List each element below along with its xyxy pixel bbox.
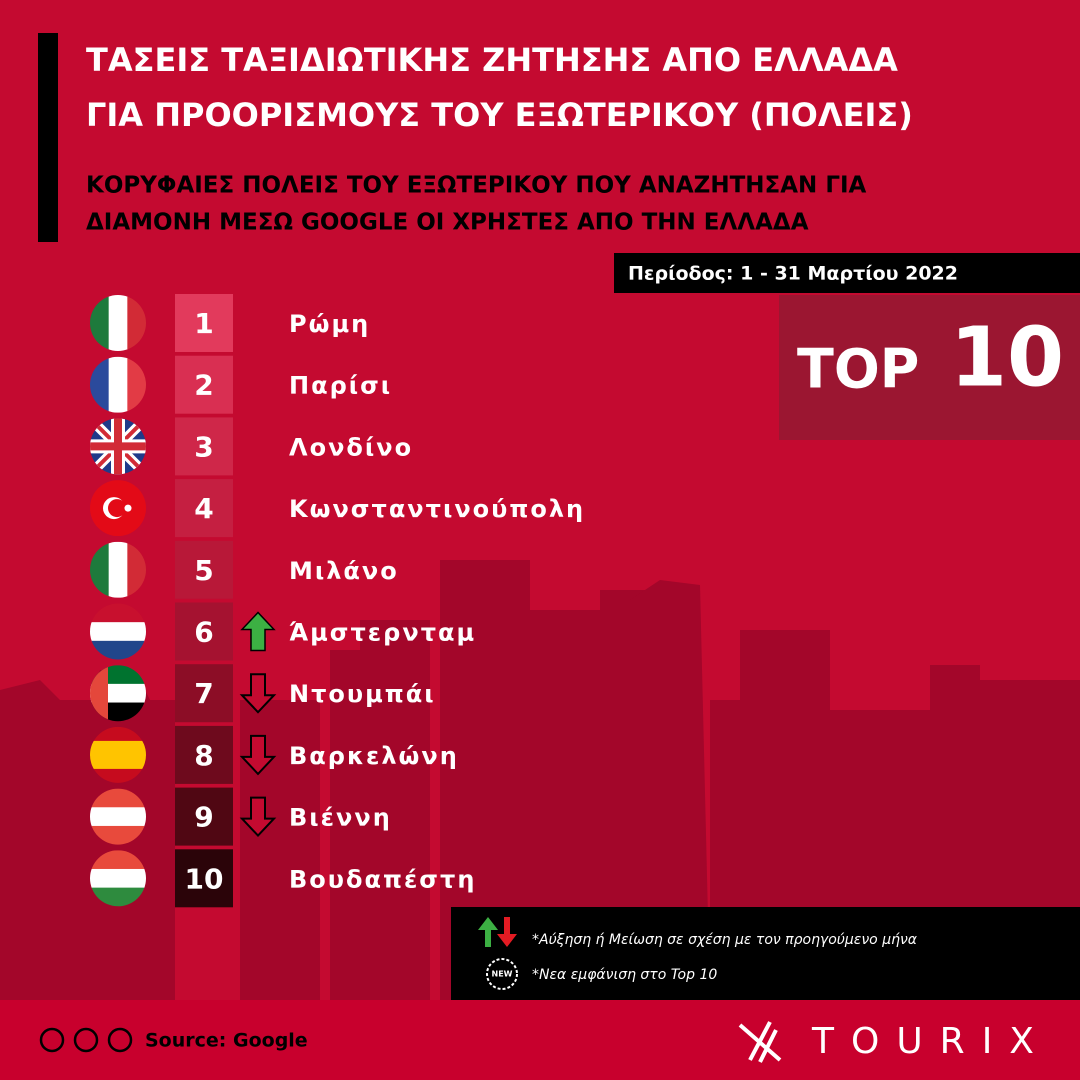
source: Source: Google (145, 1030, 308, 1052)
new-icon-label: NEW (492, 970, 513, 979)
flag-stripe (90, 807, 146, 827)
flag (90, 356, 146, 413)
flag (90, 418, 146, 475)
flag (90, 480, 146, 537)
city: Ντουμπάι (289, 680, 436, 708)
flag-stripe (90, 850, 146, 870)
period: Περίοδος: 1 - 31 Μαρτίου 2022 (628, 263, 958, 285)
flag-stripe (127, 356, 146, 413)
flag (90, 850, 146, 907)
subtitle-line: ΔΙΑΜΟΝΗ ΜΕΣΩ GOOGLE ΟΙ ΧΡΗΣΤΕΣ ΑΠΟ ΤΗΝ Ε… (86, 210, 809, 236)
rank: 2 (194, 369, 213, 402)
brand-logo (738, 1021, 782, 1063)
badge-box (779, 295, 1080, 440)
flag-stripe (90, 295, 110, 351)
flag-stripe (127, 295, 146, 351)
rank-box (175, 849, 233, 908)
rank: 8 (194, 739, 213, 772)
rank: 7 (194, 677, 213, 710)
subtitle-line: ΚΟΡΥΦΑΙΕΣ ΠΟΛΕΙΣ ΤΟΥ ΕΞΩΤΕΡΙΚΟΥ ΠΟΥ ΑΝΑΖ… (86, 173, 867, 199)
flag-stripe (90, 825, 146, 845)
city: Ρώμη (289, 310, 370, 338)
flag-stripe (90, 541, 110, 598)
trend-down (239, 734, 277, 776)
badge-number: 10 (950, 310, 1064, 405)
new-icon (486, 958, 518, 990)
legend-box (451, 907, 1080, 1000)
flag (90, 603, 146, 660)
flag-stripe (90, 622, 146, 642)
rank: 5 (194, 554, 213, 587)
city: Βουδαπέστη (289, 865, 476, 893)
flag-stripe (90, 887, 146, 907)
city: Παρίσι (289, 372, 392, 400)
flag-stripe (90, 640, 146, 660)
trend-up (240, 611, 276, 652)
period-box (614, 253, 1080, 293)
flag-star (124, 504, 132, 512)
trend-down (239, 673, 277, 714)
city: Άμστερνταμ (289, 619, 476, 647)
legend-text: *Νεα εμφάνιση στο Top 10 (532, 967, 717, 983)
flag-stripe (90, 356, 110, 413)
accent-bar (38, 33, 58, 242)
legend-text: *Αύξηση ή Μείωση σε σχέση με τον προηγού… (532, 932, 918, 948)
flag-cross (90, 418, 146, 475)
brand: TOURIX (811, 1021, 1051, 1062)
city: Βιέννη (289, 804, 392, 832)
flag (90, 665, 146, 722)
rank-box (175, 479, 233, 538)
rank-box (175, 787, 233, 846)
rank: 1 (194, 307, 213, 340)
city: Κωνσταντινούπολη (289, 495, 585, 523)
flag-crescent (108, 499, 126, 518)
rank-box (175, 725, 233, 784)
skyline (0, 560, 1080, 1000)
flag-stripe (90, 868, 146, 889)
city: Μιλάνο (289, 557, 399, 585)
flag (90, 541, 146, 598)
rank: 9 (194, 801, 213, 834)
footer-band (0, 1000, 1080, 1080)
flag (90, 788, 146, 845)
rank: 4 (194, 492, 213, 525)
flag-stripe (90, 603, 146, 623)
flag-stripe (108, 541, 128, 598)
flag-stripe (108, 356, 128, 413)
city: Βαρκελώνη (289, 742, 459, 770)
rank-box (175, 294, 233, 352)
up-icon (478, 917, 498, 947)
title-line: ΓΙΑ ΠΡΟΟΡΙΣΜΟΥΣ ΤΟΥ ΕΞΩΤΕΡΙΚΟΥ (ΠΟΛΕΙΣ) (86, 96, 913, 134)
badge-word: TOP (797, 338, 919, 401)
flag-stripe (90, 665, 108, 722)
rank: 10 (185, 862, 224, 895)
city: Λονδίνο (289, 433, 413, 461)
ranking-list: 1 Ρώμη 2 Παρίσι 3 Λονδίνο 4 Κωνσταντινούπολη 5 Μι… (90, 294, 585, 908)
down-icon (497, 917, 517, 947)
rank-box (175, 602, 233, 661)
title-line: ΤΑΣΕΙΣ ΤΑΞΙΔΙΩΤΙΚΗΣ ΖΗΤΗΣΗΣ ΑΠΟ ΕΛΛΑΔΑ (86, 41, 898, 79)
flag-stripe (90, 788, 146, 808)
license-icons (39, 1027, 133, 1053)
flag-stripe (90, 740, 146, 756)
rank: 6 (194, 616, 213, 649)
rank-box (175, 664, 233, 723)
rank: 3 (194, 430, 213, 463)
flag (90, 295, 146, 351)
flag-stripe (90, 754, 146, 770)
flag-stripe (127, 541, 146, 598)
rank-box (175, 355, 233, 414)
trend-down (239, 796, 277, 838)
rank-box (175, 540, 233, 599)
rank-box (175, 417, 233, 476)
flag-stripe (108, 295, 128, 351)
